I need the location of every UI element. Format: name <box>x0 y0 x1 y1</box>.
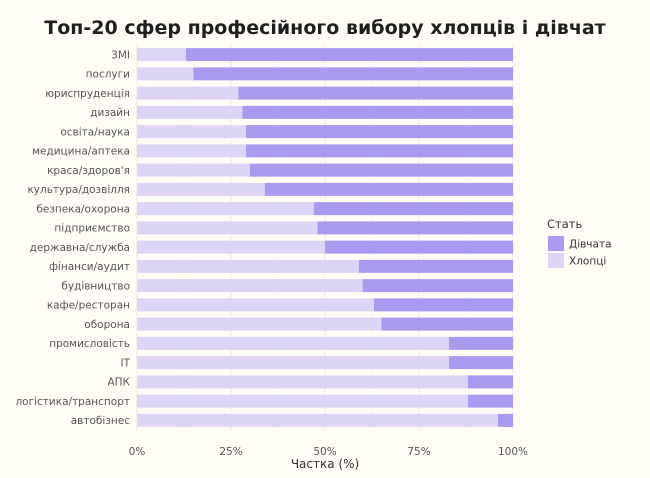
bar-khloptsi <box>137 86 239 100</box>
bar-khloptsi <box>137 240 325 254</box>
bar-khloptsi <box>137 221 318 235</box>
bar-khloptsi <box>137 394 468 408</box>
bar-divchata <box>381 317 513 331</box>
category-label: фінанси/аудит <box>49 261 130 273</box>
bar-divchata <box>246 125 514 139</box>
category-label: IT <box>120 357 130 369</box>
bar-divchata <box>373 298 513 312</box>
category-label: культура/дозвілля <box>27 184 130 196</box>
category-label: промисловість <box>49 338 130 350</box>
chart-title: Топ-20 сфер професійного вибору хлопців … <box>44 17 605 39</box>
bar-khloptsi <box>137 144 247 158</box>
x-tick-label: 50% <box>313 446 336 458</box>
category-label: підприємство <box>54 223 130 235</box>
category-label: державна/служба <box>30 242 130 254</box>
category-label: медицина/аптека <box>32 146 130 158</box>
bar-khloptsi <box>137 202 314 216</box>
category-label: ЗМІ <box>111 49 130 61</box>
bar-divchata <box>449 336 513 350</box>
bar-divchata <box>249 163 514 177</box>
bar-divchata <box>358 259 513 273</box>
x-tick-labels: 0% 25% 50% 75% 100% <box>129 446 528 458</box>
bar-khloptsi <box>137 317 382 331</box>
bars <box>137 48 514 427</box>
x-axis-title: Частка (%) <box>291 457 359 471</box>
gridlines <box>136 45 514 430</box>
bar-khloptsi <box>137 125 247 139</box>
category-label: послуги <box>86 69 130 81</box>
bar-khloptsi <box>137 48 186 62</box>
category-label: краса/здоров'я <box>47 165 130 177</box>
bar-khloptsi <box>137 182 265 196</box>
bar-divchata <box>238 86 513 100</box>
bar-divchata <box>362 279 513 293</box>
x-tick-label: 0% <box>129 446 146 458</box>
category-label: оборона <box>84 319 130 331</box>
bar-divchata <box>325 240 513 254</box>
category-labels: ЗМІ послуги юриспруденція дизайн освіта/наук… <box>15 49 130 427</box>
bar-khloptsi <box>137 279 363 293</box>
bar-divchata <box>317 221 513 235</box>
bar-divchata <box>246 144 514 158</box>
legend-swatch-divchata <box>548 236 564 251</box>
category-label: АПК <box>107 377 130 389</box>
bar-khloptsi <box>137 298 374 312</box>
category-label: юриспруденція <box>45 88 130 100</box>
bar-khloptsi <box>137 356 450 370</box>
legend-label-khloptsi: Хлопці <box>569 256 606 268</box>
category-label: дизайн <box>90 107 130 119</box>
legend-title: Стать <box>547 217 582 231</box>
x-tick-label: 75% <box>407 446 430 458</box>
category-label: кафе/ресторан <box>47 300 130 312</box>
legend-label-divchata: Дівчата <box>569 239 612 251</box>
bar-divchata <box>497 413 513 427</box>
bar-divchata <box>467 394 513 408</box>
bar-khloptsi <box>137 336 450 350</box>
category-label: автобізнес <box>71 415 130 427</box>
bar-khloptsi <box>137 163 250 177</box>
bar-khloptsi <box>137 375 468 389</box>
bar-divchata <box>313 202 513 216</box>
bar-khloptsi <box>137 413 498 427</box>
x-tick-label: 25% <box>219 446 242 458</box>
legend-swatch-khloptsi <box>548 253 564 268</box>
bar-divchata <box>193 67 513 81</box>
category-label: безпека/охорона <box>36 203 130 215</box>
legend: Стать Дівчата Хлопці <box>547 217 612 268</box>
category-label: освіта/наука <box>60 126 130 138</box>
bar-divchata <box>185 48 513 62</box>
bar-divchata <box>449 356 513 370</box>
category-label: логістика/транспорт <box>15 396 130 408</box>
bar-divchata <box>264 182 513 196</box>
category-label: будівництво <box>61 280 130 292</box>
x-tick-label: 100% <box>498 446 528 458</box>
bar-divchata <box>467 375 513 389</box>
bar-divchata <box>242 105 513 119</box>
bar-khloptsi <box>137 259 359 273</box>
bar-khloptsi <box>137 105 243 119</box>
bar-khloptsi <box>137 67 194 81</box>
